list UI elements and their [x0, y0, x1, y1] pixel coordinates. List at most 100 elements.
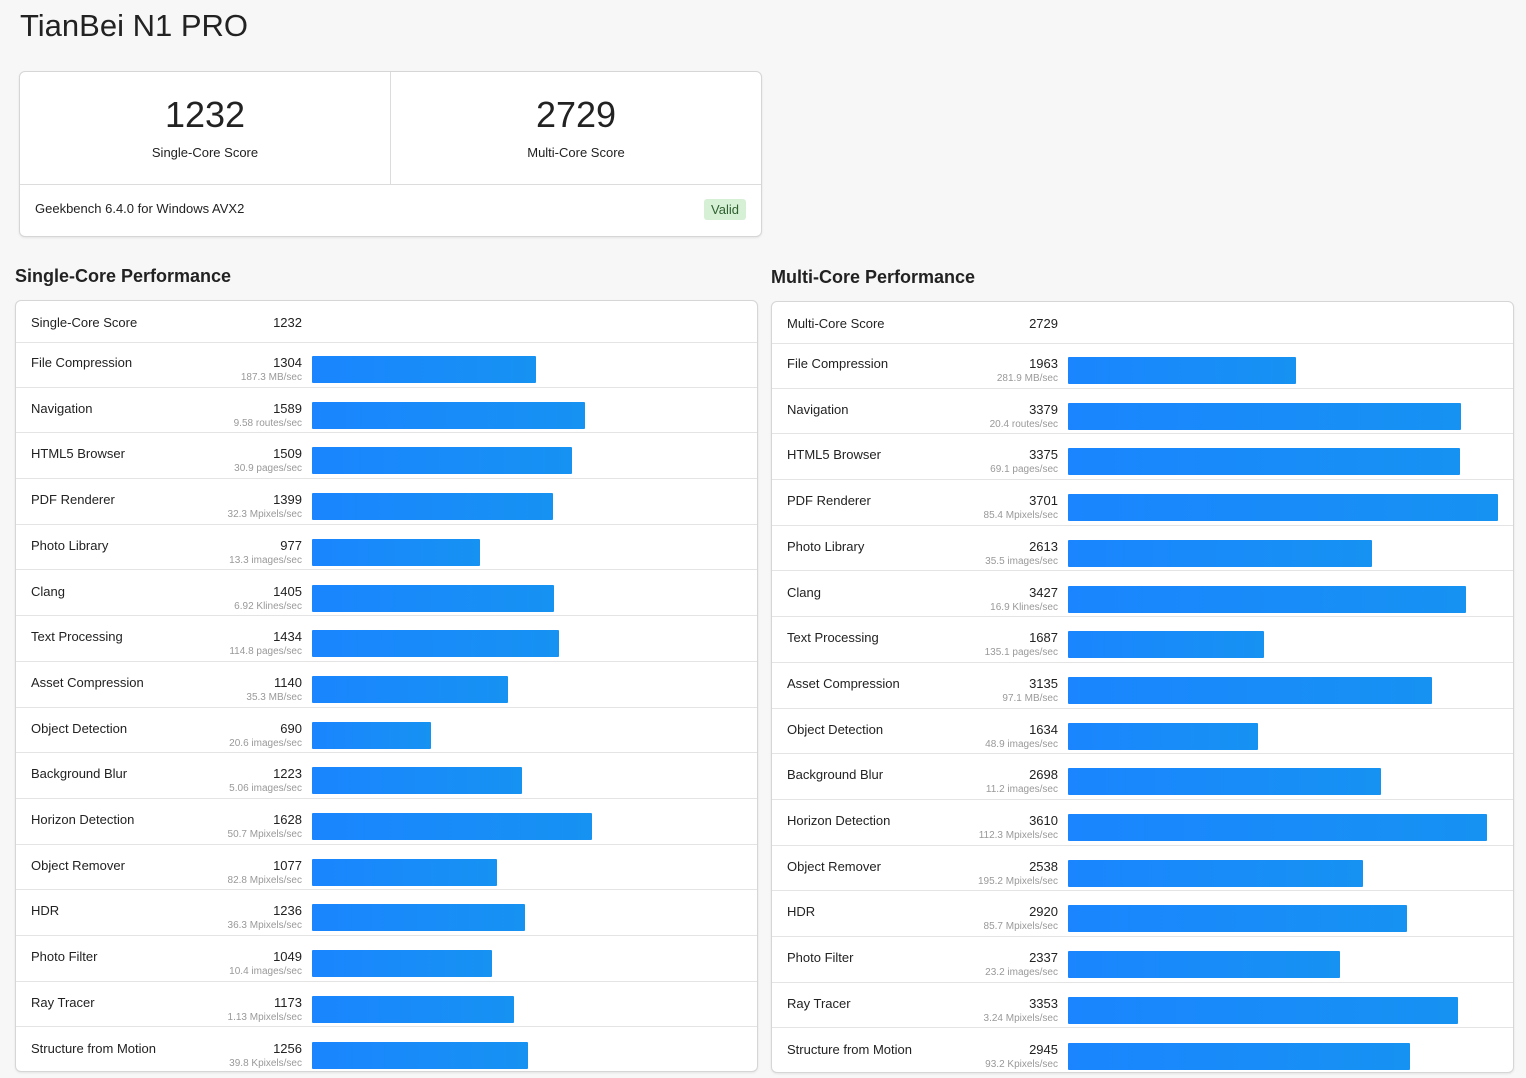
- test-score: 1963: [1029, 356, 1058, 371]
- single-core-test-row: Navigation 1589 9.58 routes/sec: [16, 388, 757, 434]
- score-bar: [312, 995, 514, 1023]
- test-name: Object Detection: [787, 721, 884, 737]
- test-unit: 82.8 Mpixels/sec: [227, 874, 302, 886]
- test-score: 2920: [1029, 904, 1058, 920]
- score-bar: [312, 630, 559, 658]
- test-score: 2538: [1029, 858, 1058, 874]
- multi-core-test-row: Photo Library 2613 35.5 images/sec: [772, 526, 1513, 572]
- multi-core-score-value: 2729: [535, 94, 617, 135]
- score-bar: [312, 721, 431, 749]
- test-score: 1236: [273, 903, 302, 919]
- multi-core-score-label: Multi-Core Score: [527, 145, 625, 160]
- test-name: PDF Renderer: [31, 492, 115, 508]
- test-score: 2698: [1029, 767, 1058, 783]
- test-unit: 11.2 images/sec: [985, 784, 1058, 796]
- test-name: Background Blur: [787, 767, 884, 783]
- test-unit: 85.4 Mpixels/sec: [983, 510, 1058, 522]
- score-bar: [1068, 402, 1461, 430]
- test-unit: 10.4 images/sec: [229, 966, 302, 978]
- test-score: 2945: [1029, 1041, 1058, 1057]
- multi-core-test-row: Ray Tracer 3353 3.24 Mpixels/sec: [772, 983, 1513, 1029]
- score-bar: [312, 904, 525, 932]
- test-score: 2337: [1029, 950, 1058, 966]
- test-name: Text Processing: [787, 630, 879, 646]
- score-bar: [312, 950, 492, 978]
- test-name: Horizon Detection: [31, 812, 135, 827]
- test-name: Clang: [787, 584, 821, 600]
- multi-core-test-row: Object Remover 2538 195.2 Mpixels/sec: [772, 846, 1513, 892]
- single-core-test-row: Photo Library 977 13.3 images/sec: [16, 525, 757, 571]
- multi-core-test-row: Background Blur 2698 11.2 images/sec: [772, 754, 1513, 800]
- test-score: 1304: [273, 355, 302, 370]
- score-bar: [1068, 859, 1363, 887]
- test-unit: 13.3 images/sec: [229, 554, 302, 566]
- score-bar: [312, 401, 585, 429]
- test-name: HDR: [787, 904, 816, 920]
- multi-core-panel: Multi-Core Score 2729 File Compression 1963…: [771, 301, 1514, 1073]
- score-footer: Geekbench 6.4.0 for Windows AVX2 Valid: [20, 185, 761, 236]
- single-core-test-row: Structure from Motion 1256 39.8 Kpixels/se…: [16, 1028, 757, 1072]
- score-bar: [1068, 814, 1487, 841]
- test-score: 977: [280, 537, 302, 553]
- test-score: 3135: [1029, 675, 1058, 691]
- test-unit: 112.3 Mpixels/sec: [978, 830, 1058, 841]
- score-bar: [312, 813, 592, 840]
- score-bar: [312, 858, 497, 886]
- score-bar: [1068, 951, 1340, 979]
- score-bar: [1068, 494, 1498, 522]
- score-bar: [312, 767, 522, 795]
- test-name: Asset Compression: [787, 675, 900, 691]
- test-unit: 36.3 Mpixels/sec: [227, 920, 302, 932]
- test-unit: 30.9 pages/sec: [234, 463, 302, 475]
- page-title: TianBei N1 PRO: [20, 8, 248, 43]
- single-core-score-label: Single-Core Score: [151, 145, 259, 160]
- score-bar: [1068, 585, 1466, 613]
- multi-core-test-row: Navigation 3379 20.4 routes/sec: [772, 389, 1513, 435]
- test-score: 690: [280, 720, 302, 736]
- single-core-test-row: Asset Compression 1140 35.3 MB/sec: [16, 662, 757, 708]
- test-unit: 93.2 Kpixels/sec: [985, 1058, 1058, 1070]
- benchmark-version: Geekbench 6.4.0 for Windows AVX2: [35, 201, 245, 216]
- test-unit: 69.1 pages/sec: [990, 464, 1058, 476]
- score-bar: [1068, 448, 1460, 476]
- single-core-test-row: Object Detection 690 20.6 images/sec: [16, 708, 757, 754]
- single-core-score-cell: 1232 Single-Core Score: [20, 72, 390, 184]
- score-bar: [312, 356, 536, 383]
- score-card: 1232 Single-Core Score 2729 Multi-Core S…: [19, 71, 762, 237]
- multi-core-test-row: Photo Filter 2337 23.2 images/sec: [772, 937, 1513, 983]
- score-bar: [1068, 996, 1458, 1024]
- test-unit: 20.4 routes/sec: [989, 418, 1058, 430]
- single-core-section-title: Single-Core Performance: [15, 266, 232, 286]
- test-score: 3353: [1029, 995, 1058, 1011]
- test-score: 1173: [274, 994, 302, 1010]
- single-core-score-row: Single-Core Score 1232: [16, 301, 757, 343]
- test-unit: 23.2 images/sec: [985, 967, 1058, 979]
- multi-core-test-row: File Compression 1963 281.9 MB/sec: [772, 343, 1513, 389]
- test-name: File Compression: [31, 355, 133, 370]
- test-name: PDF Renderer: [787, 493, 871, 509]
- test-name: Text Processing: [31, 629, 123, 645]
- single-core-test-row: Horizon Detection 1628 50.7 Mpixels/sec: [16, 799, 757, 845]
- test-name: Asset Compression: [31, 674, 144, 690]
- test-name: Photo Library: [787, 538, 865, 554]
- multi-core-score-row: Multi-Core Score 2729: [772, 302, 1513, 344]
- test-score: 1434: [273, 629, 302, 645]
- test-score: 1628: [273, 812, 302, 827]
- score-bar: [312, 538, 480, 566]
- test-unit: 20.6 images/sec: [229, 737, 302, 749]
- score-bar: [1068, 539, 1372, 567]
- test-score: 1687: [1029, 630, 1058, 646]
- score-bar: [1068, 905, 1407, 933]
- test-unit: 16.9 Klines/sec: [990, 601, 1058, 613]
- single-core-panel: Single-Core Score 1232 File Compression 130…: [15, 300, 758, 1072]
- test-unit: 3.24 Mpixels/sec: [983, 1012, 1058, 1024]
- test-name: HDR: [31, 903, 60, 919]
- row-score: 2729: [1029, 316, 1058, 331]
- test-name: Navigation: [31, 400, 93, 416]
- test-name: Structure from Motion: [31, 1040, 156, 1056]
- score-bar: [1068, 722, 1258, 750]
- test-unit: 35.3 MB/sec: [246, 691, 302, 703]
- test-unit: 281.9 MB/sec: [996, 373, 1058, 384]
- test-score: 3379: [1029, 401, 1058, 417]
- single-core-test-row: Object Remover 1077 82.8 Mpixels/sec: [16, 845, 757, 891]
